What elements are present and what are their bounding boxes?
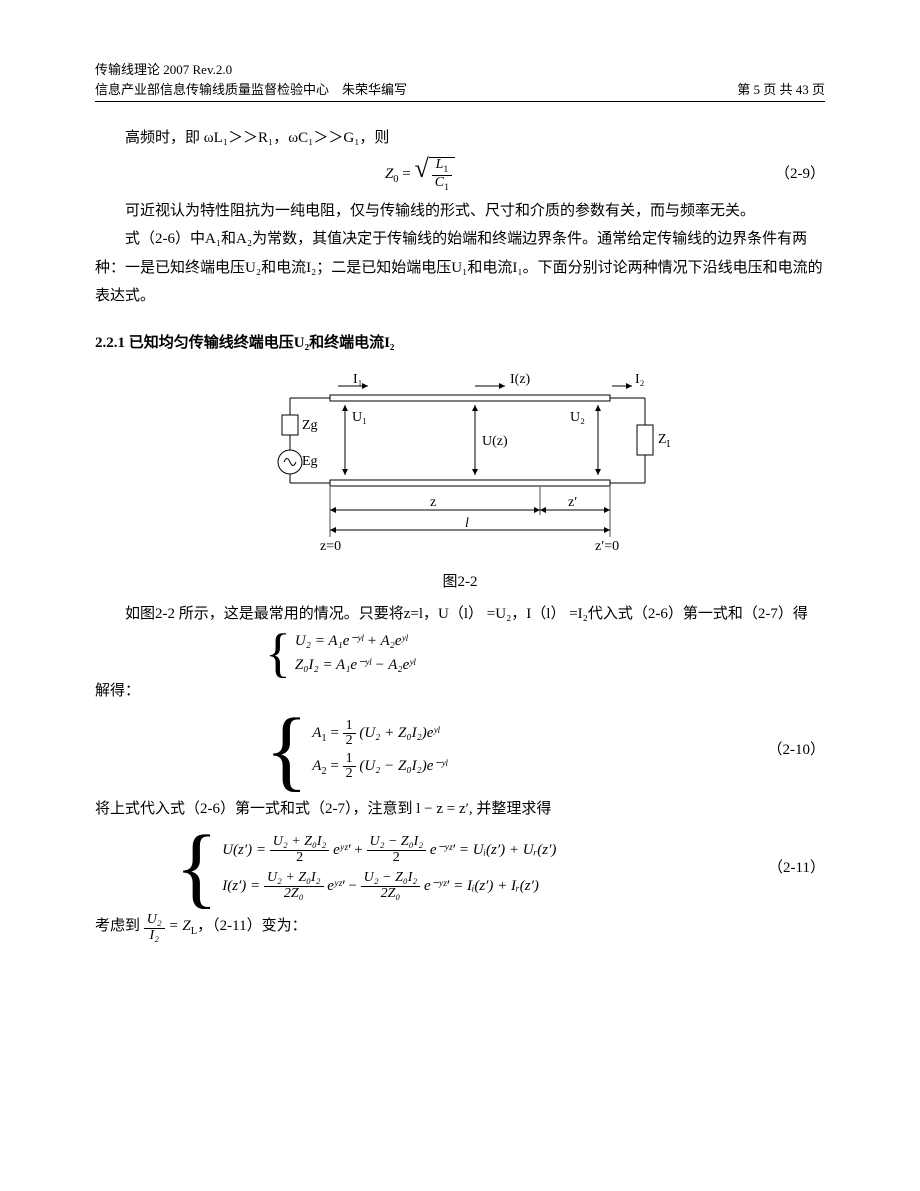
svg-text:Zg: Zg — [302, 418, 318, 433]
section-title-2-2-1: 2.2.1 已知均匀传输线终端电压U₂和终端电流I₂ — [95, 329, 825, 358]
svg-text:z: z — [430, 495, 436, 510]
svg-text:l: l — [465, 516, 469, 531]
svg-text:z′: z′ — [568, 495, 577, 510]
header-left: 信息产业部信息传输线质量监督检验中心 朱荣华编写 — [95, 80, 407, 100]
svg-text:I₂: I₂ — [635, 372, 645, 387]
equation-system-1: { U₂ = A₁e⁻ʸˡ + A₂eʸˡ Z₀I₂ = A₁e⁻ʸˡ − A₂… — [265, 629, 825, 678]
paragraph-1: 高频时，即 ωL₁＞＞R₁，ωC₁＞＞G₁，则 — [95, 124, 825, 153]
paragraph-4: 如图2-2 所示，这是最常用的情况。只要将z=l，U（l） =U₂，I（l） =… — [95, 600, 825, 629]
svg-text:Eg: Eg — [302, 454, 318, 469]
eq-num-2-10: （2-10） — [745, 736, 825, 765]
paragraph-5: 解得： — [95, 677, 825, 706]
equation-2-9: Z0 = √ L1C1 （2-9） — [95, 157, 825, 193]
equation-2-11: { U(z′) = U₂ + Z₀I₂2 eʸᶻ′ + U₂ − Z₀I₂2 e… — [95, 827, 825, 908]
svg-text:z′=0: z′=0 — [595, 539, 619, 554]
figure-2-2: I₁ I(z) I₂ U₁ U(z) U₂ Zg Eg ZL z z′ l z=… — [95, 365, 825, 566]
figure-caption: 图2-2 — [95, 568, 825, 597]
header-line1: 传输线理论 2007 Rev.2.0 — [95, 60, 825, 80]
paragraph-3: 式（2-6）中A₁和A₂为常数，其值决定于传输线的始端和终端边界条件。通常给定传… — [95, 225, 825, 311]
svg-text:U(z): U(z) — [482, 434, 508, 449]
svg-text:I₁: I₁ — [353, 372, 363, 387]
svg-text:U₁: U₁ — [352, 410, 367, 425]
paragraph-2: 可近视认为特性阻抗为一纯电阻，仅与传输线的形式、尺寸和介质的参数有关，而与频率无… — [95, 197, 825, 226]
page-header: 传输线理论 2007 Rev.2.0 信息产业部信息传输线质量监督检验中心 朱荣… — [95, 60, 825, 102]
svg-text:U₂: U₂ — [570, 410, 585, 425]
equation-2-10: { A1 = 12 (U₂ + Z₀I₂)eʸˡ A2 = 12 (U₂ − Z… — [95, 710, 825, 791]
eq-num-2-9: （2-9） — [745, 160, 825, 189]
header-pagenum: 第 5 页 共 43 页 — [737, 80, 825, 100]
svg-text:I(z): I(z) — [510, 372, 531, 387]
svg-text:z=0: z=0 — [320, 539, 341, 554]
eq-num-2-11: （2-11） — [745, 854, 825, 883]
svg-text:ZL: ZL — [658, 432, 670, 450]
paragraph-7: 考虑到 U₂I₂ = ZL，（2-11）变为： — [95, 912, 825, 943]
